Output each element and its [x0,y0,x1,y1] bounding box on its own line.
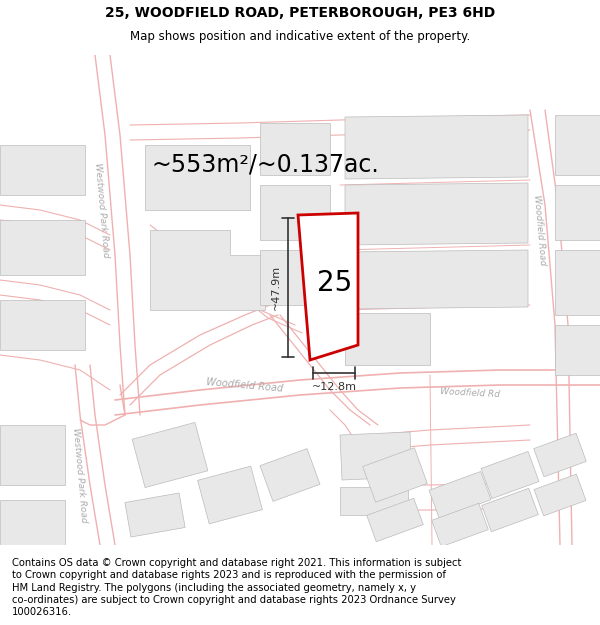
Polygon shape [367,498,423,542]
Text: Woodfield Rd: Woodfield Rd [440,387,500,399]
Text: 25, WOODFIELD ROAD, PETERBOROUGH, PE3 6HD: 25, WOODFIELD ROAD, PETERBOROUGH, PE3 6H… [105,6,495,20]
Polygon shape [362,448,427,503]
Text: HM Land Registry. The polygons (including the associated geometry, namely x, y: HM Land Registry. The polygons (includin… [12,582,416,592]
Text: Westwood Park Road: Westwood Park Road [94,162,110,258]
Text: to Crown copyright and database rights 2023 and is reproduced with the permissio: to Crown copyright and database rights 2… [12,571,446,581]
Polygon shape [345,183,528,245]
Polygon shape [481,451,539,499]
Polygon shape [555,250,600,315]
Polygon shape [260,449,320,501]
Polygon shape [0,300,85,350]
Text: Woodfield Road: Woodfield Road [532,194,548,266]
Polygon shape [150,230,265,310]
Text: Map shows position and indicative extent of the property.: Map shows position and indicative extent… [130,30,470,43]
Text: ~553m²/~0.137ac.: ~553m²/~0.137ac. [151,153,379,177]
Polygon shape [125,493,185,537]
Polygon shape [298,213,358,360]
Text: 25: 25 [317,269,353,297]
Polygon shape [534,474,586,516]
Text: ~12.8m: ~12.8m [311,382,356,392]
Text: Woodfield Road: Woodfield Road [206,377,284,393]
Polygon shape [345,313,430,365]
Polygon shape [482,488,538,532]
Polygon shape [0,220,85,275]
Text: Westwood Park Road: Westwood Park Road [71,427,89,523]
Text: co-ordinates) are subject to Crown copyright and database rights 2023 Ordnance S: co-ordinates) are subject to Crown copyr… [12,595,456,605]
Polygon shape [260,250,330,305]
Polygon shape [345,115,528,179]
Polygon shape [145,145,250,210]
Polygon shape [0,425,65,485]
Polygon shape [555,185,600,240]
Polygon shape [555,115,600,175]
Polygon shape [429,471,491,519]
Polygon shape [534,433,586,477]
Text: ~47.9m: ~47.9m [271,265,281,310]
Polygon shape [340,487,408,515]
Polygon shape [197,466,262,524]
Polygon shape [340,432,412,480]
Text: Contains OS data © Crown copyright and database right 2021. This information is : Contains OS data © Crown copyright and d… [12,558,461,568]
Polygon shape [132,422,208,488]
Polygon shape [260,123,330,175]
Polygon shape [432,503,488,547]
Polygon shape [0,500,65,545]
Polygon shape [260,185,330,240]
Text: 100026316.: 100026316. [12,607,72,617]
Polygon shape [345,250,528,309]
Polygon shape [555,325,600,375]
Polygon shape [0,145,85,195]
